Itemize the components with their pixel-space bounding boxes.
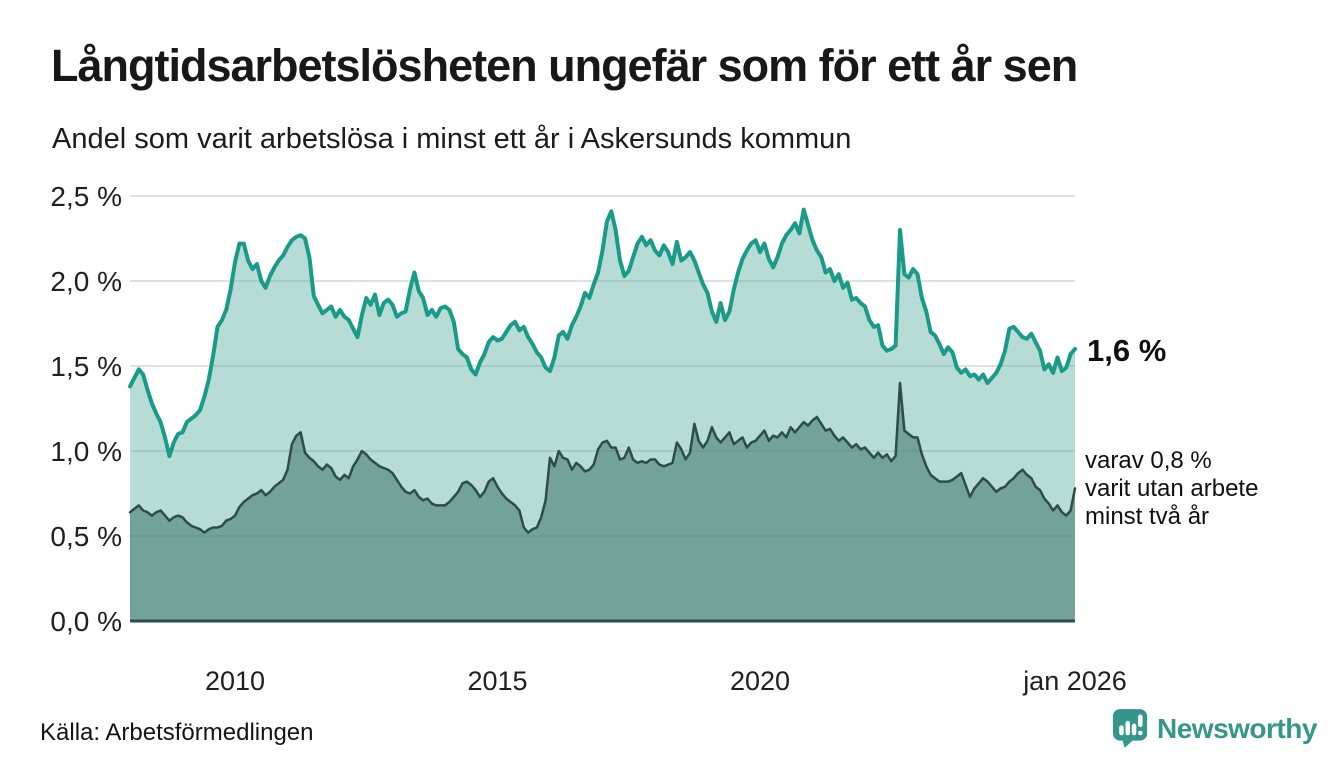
- x-axis-label: 2010: [205, 666, 265, 696]
- secondary-annotation: varav 0,8 % varit utan arbete minst två …: [1085, 447, 1258, 531]
- brand-name: Newsworthy: [1157, 712, 1317, 744]
- newsworthy-icon: [1112, 709, 1148, 748]
- series-line-min-tva-ar: [128, 381, 1077, 534]
- page-title: Långtidsarbetslösheten ungefär som för e…: [51, 40, 1078, 91]
- y-axis-label: 2,5 %: [50, 181, 122, 212]
- y-axis-label: 0,0 %: [50, 606, 122, 637]
- y-axis-label: 2,0 %: [50, 266, 122, 297]
- y-axis-label: 1,5 %: [50, 351, 122, 382]
- x-axis-label: 2015: [467, 666, 527, 696]
- x-axis-label: jan 2026: [1022, 666, 1127, 696]
- series-area-min-tva-ar: [130, 383, 1075, 621]
- y-axis-label: 0,5 %: [50, 521, 122, 552]
- end-value-annotation: 1,6 %: [1087, 333, 1167, 368]
- series-line-min-ett-ar: [128, 207, 1077, 459]
- y-axis-label: 1,0 %: [50, 436, 122, 467]
- secondary-annotation-line: varav 0,8 %: [1085, 447, 1212, 474]
- chart-subtitle: Andel som varit arbetslösa i minst ett å…: [52, 123, 852, 155]
- source-note: Källa: Arbetsförmedlingen: [40, 719, 314, 746]
- x-axis-label: 2020: [730, 666, 790, 696]
- secondary-annotation-line: varit utan arbete: [1085, 475, 1259, 502]
- secondary-annotation-line: minst två år: [1085, 503, 1210, 530]
- brand-logo: Newsworthy: [1112, 708, 1317, 749]
